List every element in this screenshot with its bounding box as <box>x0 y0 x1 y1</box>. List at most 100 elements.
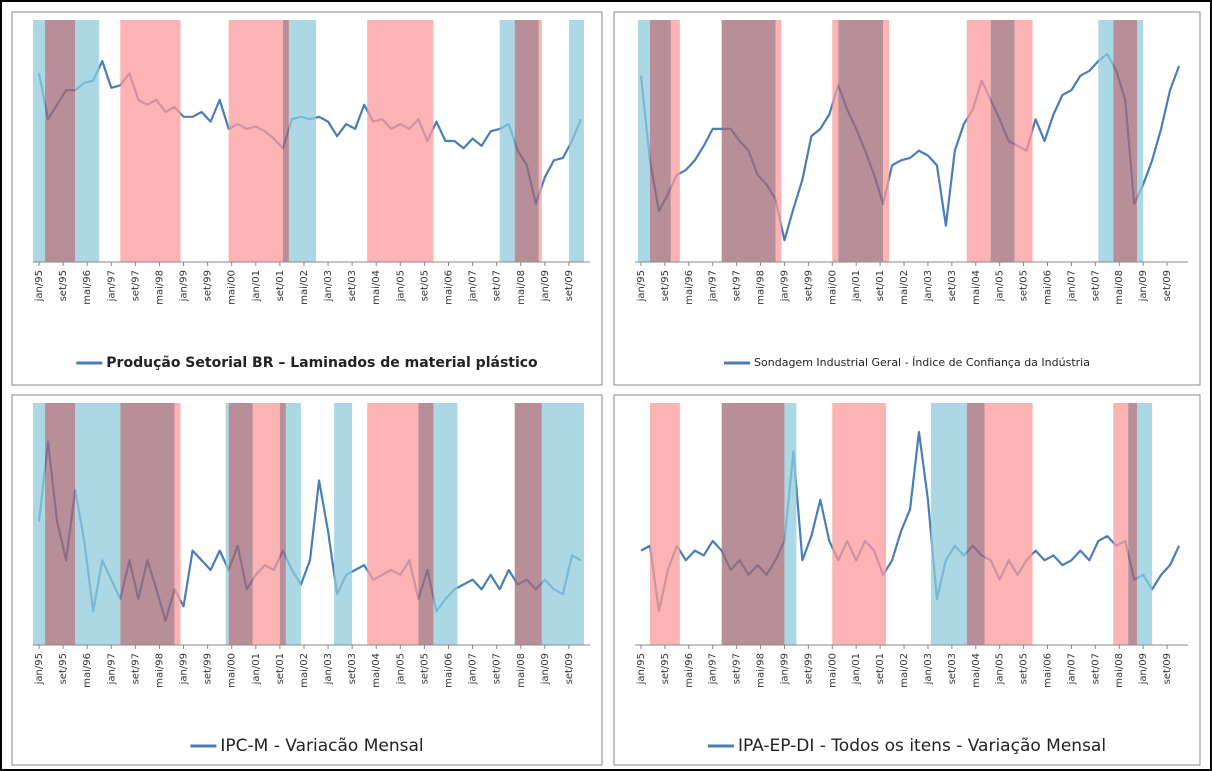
x-tick-label: mai/96 <box>82 653 93 688</box>
x-tick-label: set/95 <box>660 653 671 684</box>
x-tick-label: jan/97 <box>708 270 719 302</box>
x-tick-label: mai/02 <box>299 653 310 688</box>
x-tick-label: jan/05 <box>395 653 406 685</box>
x-tick-label: jan/09 <box>1138 653 1149 685</box>
shaded-band <box>33 403 46 645</box>
x-tick-label: set/99 <box>203 270 214 301</box>
x-tick-label: mai/08 <box>516 270 527 305</box>
x-tick-label: jan/03 <box>923 653 934 685</box>
shaded-band <box>649 20 671 262</box>
shaded-band <box>838 20 884 262</box>
shaded-band <box>1113 20 1138 262</box>
shaded-band <box>930 403 967 645</box>
x-tick-label: set/95 <box>660 270 671 301</box>
shaded-band <box>45 403 76 645</box>
x-tick-label: jan/95 <box>636 270 647 302</box>
shaded-band <box>784 403 797 645</box>
x-tick-label: set/07 <box>492 270 503 301</box>
x-tick-label: set/03 <box>347 270 358 301</box>
x-tick-label: set/97 <box>130 653 141 684</box>
x-tick-label: mai/98 <box>154 270 165 305</box>
x-tick-label: mai/00 <box>227 653 238 688</box>
shaded-band <box>228 403 253 645</box>
x-tick-label: set/09 <box>564 653 575 684</box>
x-tick-label: jan/99 <box>779 653 790 685</box>
x-tick-label: mai/08 <box>516 653 527 688</box>
legend-label: Produção Setorial BR – Laminados de mate… <box>106 355 538 371</box>
x-tick-label: mai/06 <box>443 270 454 305</box>
x-tick-label: mai/04 <box>371 270 382 305</box>
x-tick-label: set/07 <box>492 653 503 684</box>
shaded-band <box>334 403 353 645</box>
x-tick-label: set/07 <box>1090 653 1101 684</box>
shaded-band <box>721 403 785 645</box>
x-tick-label: mai/00 <box>827 653 838 688</box>
x-tick-label: jan/99 <box>179 653 190 685</box>
x-tick-label: set/97 <box>732 270 743 301</box>
x-tick-label: jan/07 <box>1066 270 1077 302</box>
x-tick-label: mai/98 <box>154 653 165 688</box>
shaded-band <box>120 403 175 645</box>
x-tick-label: jan/09 <box>540 270 551 302</box>
x-tick-label: jan/95 <box>636 653 647 685</box>
x-tick-label: mai/02 <box>299 270 310 305</box>
x-tick-label: set/97 <box>732 653 743 684</box>
shaded-band <box>514 20 539 262</box>
legend: IPC-M - Variacão Mensal <box>190 736 424 756</box>
shaded-band <box>670 20 680 262</box>
shaded-band <box>1128 403 1138 645</box>
shaded-band <box>33 20 46 262</box>
x-tick-label: mai/00 <box>227 270 238 305</box>
x-tick-label: set/05 <box>1019 270 1030 301</box>
x-tick-label: set/99 <box>803 270 814 301</box>
x-tick-label: mai/06 <box>1043 270 1054 305</box>
shaded-band <box>1137 20 1144 262</box>
x-tick-label: jan/01 <box>851 270 862 302</box>
shaded-band <box>75 20 100 262</box>
x-tick-label: mai/08 <box>1114 270 1125 305</box>
shaded-band <box>514 403 542 645</box>
x-tick-label: jan/01 <box>251 270 262 302</box>
x-tick-label: mai/98 <box>756 653 767 688</box>
x-tick-label: jan/01 <box>851 653 862 685</box>
x-tick-label: jan/03 <box>923 270 934 302</box>
x-tick-label: jan/01 <box>251 653 262 685</box>
shaded-band <box>1014 20 1033 262</box>
x-tick-label: set/09 <box>564 270 575 301</box>
shaded-band <box>367 20 434 262</box>
x-tick-label: mai/04 <box>971 270 982 305</box>
shaded-band <box>637 20 650 262</box>
legend: IPA-EP-DI - Todos os itens - Variação Me… <box>707 736 1106 756</box>
x-tick-label: jan/09 <box>540 653 551 685</box>
x-tick-label: jan/09 <box>1138 270 1149 302</box>
x-tick-label: jan/95 <box>34 270 45 302</box>
shaded-band <box>285 403 301 645</box>
x-tick-label: jan/07 <box>1066 653 1077 685</box>
x-tick-label: mai/02 <box>899 653 910 688</box>
legend: Produção Setorial BR – Laminados de mate… <box>76 355 538 371</box>
x-tick-label: jan/97 <box>106 270 117 302</box>
x-tick-label: set/99 <box>203 653 214 684</box>
shaded-band <box>832 403 887 645</box>
x-tick-label: mai/96 <box>684 653 695 688</box>
shaded-band <box>966 20 991 262</box>
shaded-band <box>433 403 458 645</box>
x-tick-label: set/95 <box>58 653 69 684</box>
x-tick-label: set/07 <box>1090 270 1101 301</box>
x-tick-label: set/05 <box>419 270 430 301</box>
shaded-band <box>174 403 181 645</box>
x-tick-label: set/01 <box>275 653 286 684</box>
shaded-band <box>883 20 890 262</box>
x-tick-label: set/01 <box>875 653 886 684</box>
shaded-band <box>832 20 839 262</box>
x-tick-label: mai/06 <box>443 653 454 688</box>
shaded-band <box>75 403 121 645</box>
x-tick-label: mai/96 <box>82 270 93 305</box>
shaded-band <box>649 403 680 645</box>
shaded-band <box>499 20 515 262</box>
x-tick-label: jan/95 <box>34 653 45 685</box>
x-tick-label: set/03 <box>947 270 958 301</box>
shaded-band <box>288 20 317 262</box>
x-tick-label: jan/05 <box>995 270 1006 302</box>
